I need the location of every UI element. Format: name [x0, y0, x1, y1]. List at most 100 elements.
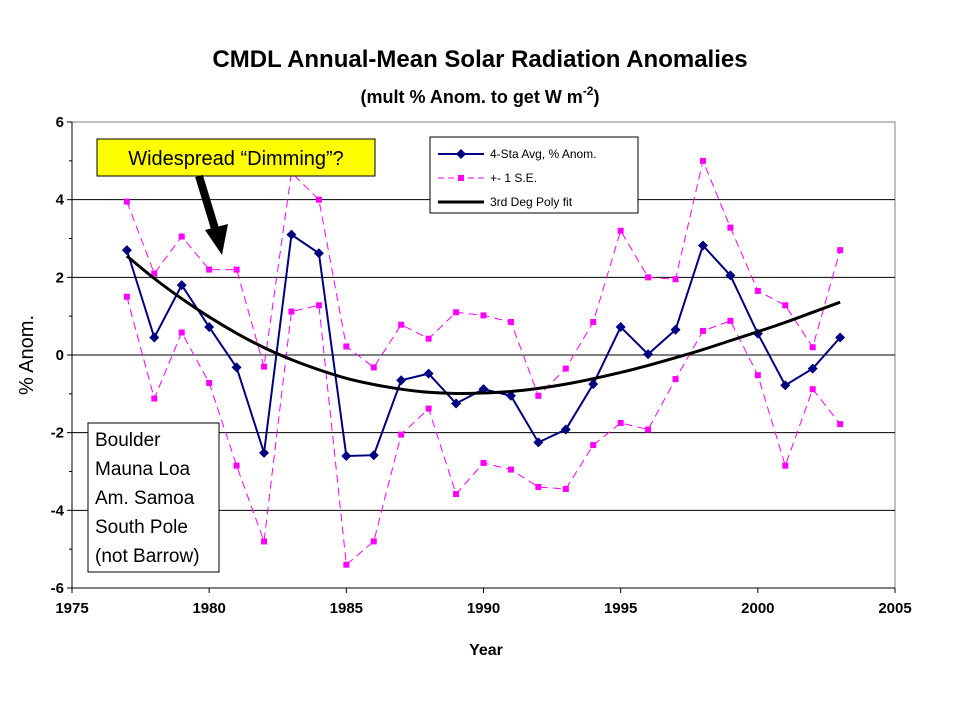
callout-text: Widespread “Dimming”?	[128, 148, 344, 170]
legend-swatch-avg-marker	[456, 149, 466, 159]
avg-point	[176, 280, 187, 291]
x-tick-label: 1980	[192, 600, 225, 617]
se-lower-point	[727, 317, 734, 324]
poly-fit-curve	[125, 254, 841, 395]
avg-point	[835, 332, 846, 343]
se-upper-point	[425, 335, 432, 342]
avg-point	[231, 362, 242, 373]
y-tick-label: -2	[51, 425, 64, 442]
se-lower-point	[123, 293, 130, 300]
se-upper-point	[233, 266, 240, 273]
y-axis-title: % Anom.	[16, 315, 38, 395]
avg-point	[149, 332, 160, 343]
callout-box	[96, 138, 376, 177]
avg-point	[396, 375, 407, 386]
se-upper-point	[123, 198, 130, 205]
avg-point	[423, 368, 434, 379]
se-lower-point	[617, 419, 624, 426]
series-se-lower	[123, 293, 844, 568]
se-lower-point	[590, 442, 597, 449]
se-upper-point	[343, 343, 350, 350]
series-se-upper	[123, 157, 844, 399]
chart-subtitle-main: (mult % Anom. to get W m	[361, 87, 583, 107]
x-tick-label: 2005	[878, 600, 911, 617]
legend: 4-Sta Avg, % Anom. +- 1 S.E. 3rd Deg Pol…	[429, 136, 639, 214]
x-tick-label: 1985	[330, 600, 363, 617]
avg-point	[615, 322, 626, 333]
se-lower-point	[507, 466, 514, 473]
avg-point	[533, 437, 544, 448]
y-tick-label: 6	[56, 114, 64, 131]
se-upper-point	[562, 365, 569, 372]
se-lower-point	[425, 405, 432, 412]
x-tick-label: 2000	[741, 600, 774, 617]
chart-subtitle-end: )	[593, 87, 599, 107]
se-upper-point	[507, 318, 514, 325]
se-lower-point	[645, 426, 652, 433]
se-lower-point	[151, 395, 158, 402]
y-tick-label: 0	[56, 347, 64, 364]
station-am-samoa: Am. Samoa	[95, 488, 195, 509]
avg-point	[588, 379, 599, 390]
se-upper-point	[151, 270, 158, 277]
station-south-pole: South Pole	[95, 517, 188, 538]
se-upper-point	[617, 227, 624, 234]
y-tick-label: -6	[51, 580, 64, 597]
se-lower-point	[480, 459, 487, 466]
se-lower-point	[398, 431, 405, 438]
legend-label-se: +- 1 S.E.	[490, 171, 537, 185]
avg-point	[286, 229, 297, 240]
avg-point	[670, 324, 681, 335]
se-upper-point	[645, 274, 652, 281]
se-lower-point	[288, 308, 295, 315]
chart-title: CMDL Annual-Mean Solar Radiation Anomali…	[212, 46, 747, 73]
se-upper-point	[782, 302, 789, 309]
avg-point	[807, 363, 818, 374]
station-list-box	[87, 422, 220, 573]
se-lower-point	[315, 302, 322, 309]
x-tick-label: 1995	[604, 600, 637, 617]
x-axis-title: Year	[469, 642, 503, 659]
se-upper-point	[480, 312, 487, 319]
se-lower-point	[370, 538, 377, 545]
se-upper-point	[590, 318, 597, 325]
legend-box	[429, 136, 639, 214]
se-upper-point	[261, 363, 268, 370]
avg-point	[259, 447, 270, 458]
se-upper-point	[370, 364, 377, 371]
avg-point	[780, 380, 791, 391]
se-lower-point	[453, 491, 460, 498]
x-tick-label: 1990	[467, 600, 500, 617]
se-lower-point	[535, 484, 542, 491]
callout-arrow-head	[205, 224, 228, 255]
se-lower-point	[672, 376, 679, 383]
series-poly-fit	[125, 254, 841, 395]
se-lower-point	[782, 462, 789, 469]
dimming-callout: Widespread “Dimming”?	[96, 138, 376, 255]
se-lower-point	[233, 462, 240, 469]
avg-point	[368, 450, 379, 461]
series-4sta-avg	[121, 229, 846, 461]
se-lower-point	[809, 386, 816, 393]
se-upper-point	[398, 321, 405, 328]
y-tick-label: -4	[51, 502, 65, 519]
station-not-barrow: (not Barrow)	[95, 546, 200, 567]
se-lower-point	[754, 372, 761, 379]
avg-point	[697, 240, 708, 251]
station-boulder: Boulder	[95, 430, 161, 451]
station-mauna-loa: Mauna Loa	[95, 459, 191, 480]
chart-subtitle: (mult % Anom. to get W m-2)	[361, 84, 600, 107]
chart-subtitle-sup: -2	[583, 84, 594, 98]
avg-point	[204, 322, 215, 333]
se-upper-point	[727, 224, 734, 231]
se-lower-point	[261, 538, 268, 545]
tick-labels: -6 -4 -2 0 2 4 6 1975 1980 1985 1990 1995 2000 2005	[51, 114, 912, 617]
avg-point	[451, 398, 462, 409]
legend-label-avg: 4-Sta Avg, % Anom.	[490, 147, 597, 161]
se-upper-point	[315, 196, 322, 203]
se-lower-point	[562, 485, 569, 492]
y-tick-label: 2	[56, 269, 64, 286]
avg-point	[313, 248, 324, 259]
legend-label-poly: 3rd Deg Poly fit	[490, 195, 573, 209]
